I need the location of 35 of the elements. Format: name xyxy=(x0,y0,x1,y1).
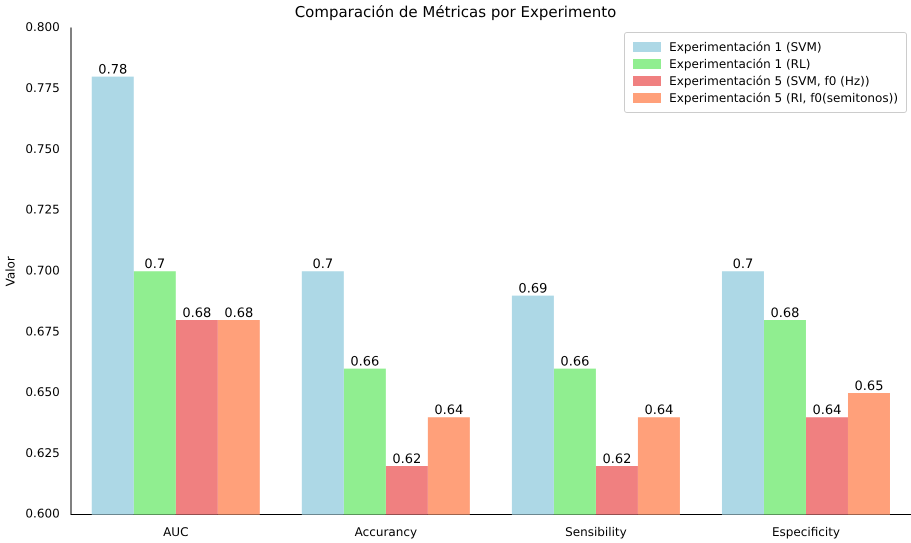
x-tick-label: AUC xyxy=(163,524,188,539)
data-label: 0.7 xyxy=(732,257,754,272)
legend-label: Experimentación 5 (RI, f0(semitonos)) xyxy=(669,91,898,105)
y-tick-label: 0.800 xyxy=(25,20,60,34)
chart-title: Comparación de Métricas por Experimento xyxy=(294,2,616,21)
x-tick-label: Especificity xyxy=(772,524,840,539)
data-label: 0.65 xyxy=(854,378,884,394)
x-tick-label: Accurancy xyxy=(354,524,418,539)
y-tick-label: 0.775 xyxy=(25,80,60,95)
data-label: 0.64 xyxy=(434,403,464,418)
data-label: 0.66 xyxy=(560,354,590,370)
x-tick-label: Sensibility xyxy=(565,524,627,539)
y-tick-label: 0.625 xyxy=(25,446,60,460)
y-tick-label: 0.675 xyxy=(25,324,60,338)
data-label: 0.69 xyxy=(518,282,548,297)
data-label: 0.64 xyxy=(644,403,674,418)
data-label: 0.68 xyxy=(224,306,254,321)
legend-label: Experimentación 1 (RL) xyxy=(669,57,810,71)
data-label: 0.78 xyxy=(98,62,128,78)
y-tick-label: 0.700 xyxy=(25,263,60,278)
data-label: 0.64 xyxy=(812,403,842,418)
y-tick-label: 0.650 xyxy=(25,385,60,400)
y-tick-label: 0.600 xyxy=(25,506,60,521)
data-label: 0.7 xyxy=(144,257,166,272)
legend-label: Experimentación 1 (SVM) xyxy=(669,40,822,54)
data-label: 0.68 xyxy=(182,306,212,321)
data-label: 0.62 xyxy=(392,452,422,467)
y-axis-title: Valor xyxy=(3,256,18,286)
data-label: 0.62 xyxy=(602,452,632,467)
data-label: 0.68 xyxy=(770,306,800,321)
legend-label: Experimentación 5 (SVM, f0 (Hz)) xyxy=(669,74,870,88)
y-tick-label: 0.750 xyxy=(25,142,60,156)
data-label: 0.7 xyxy=(312,257,334,272)
data-label: 0.66 xyxy=(350,354,380,370)
y-tick-label: 0.725 xyxy=(25,202,60,217)
